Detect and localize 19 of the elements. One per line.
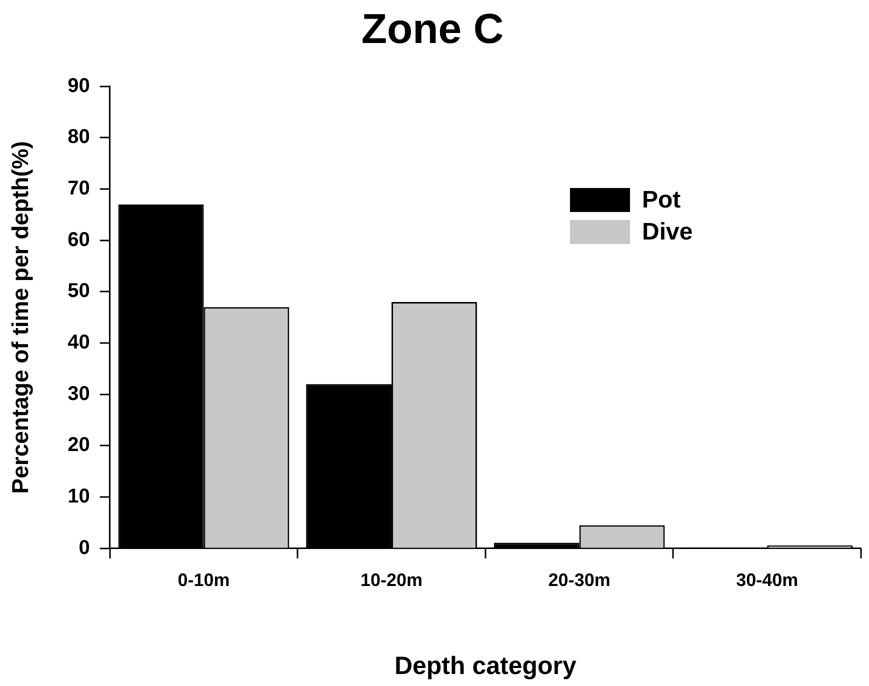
x-tick-label: 30-40m	[736, 570, 798, 590]
y-tick-label: 10	[68, 486, 90, 508]
y-axis-title: Percentage of time per depth(%)	[7, 141, 34, 494]
y-tick-label: 30	[68, 382, 90, 405]
y-tick-label: 40	[68, 332, 90, 354]
x-tick-label: 10-20m	[360, 570, 423, 590]
legend-label: Dive	[642, 218, 693, 246]
y-tick-label: 20	[68, 434, 90, 456]
x-axis-title: Depth category	[394, 652, 577, 680]
y-tick-label: 60	[68, 228, 90, 251]
y-tick-label: 0	[78, 536, 90, 559]
y-tick-label: 90	[68, 74, 90, 97]
legend-label: Pot	[642, 186, 681, 214]
chart-title: Zone C	[361, 4, 504, 52]
y-tick-label: 70	[68, 178, 90, 200]
x-tick-label: 20-30m	[548, 570, 610, 590]
y-tick-label: 50	[68, 280, 90, 302]
x-tick-label: 0-10m	[178, 570, 230, 590]
y-tick-label: 80	[68, 126, 90, 148]
